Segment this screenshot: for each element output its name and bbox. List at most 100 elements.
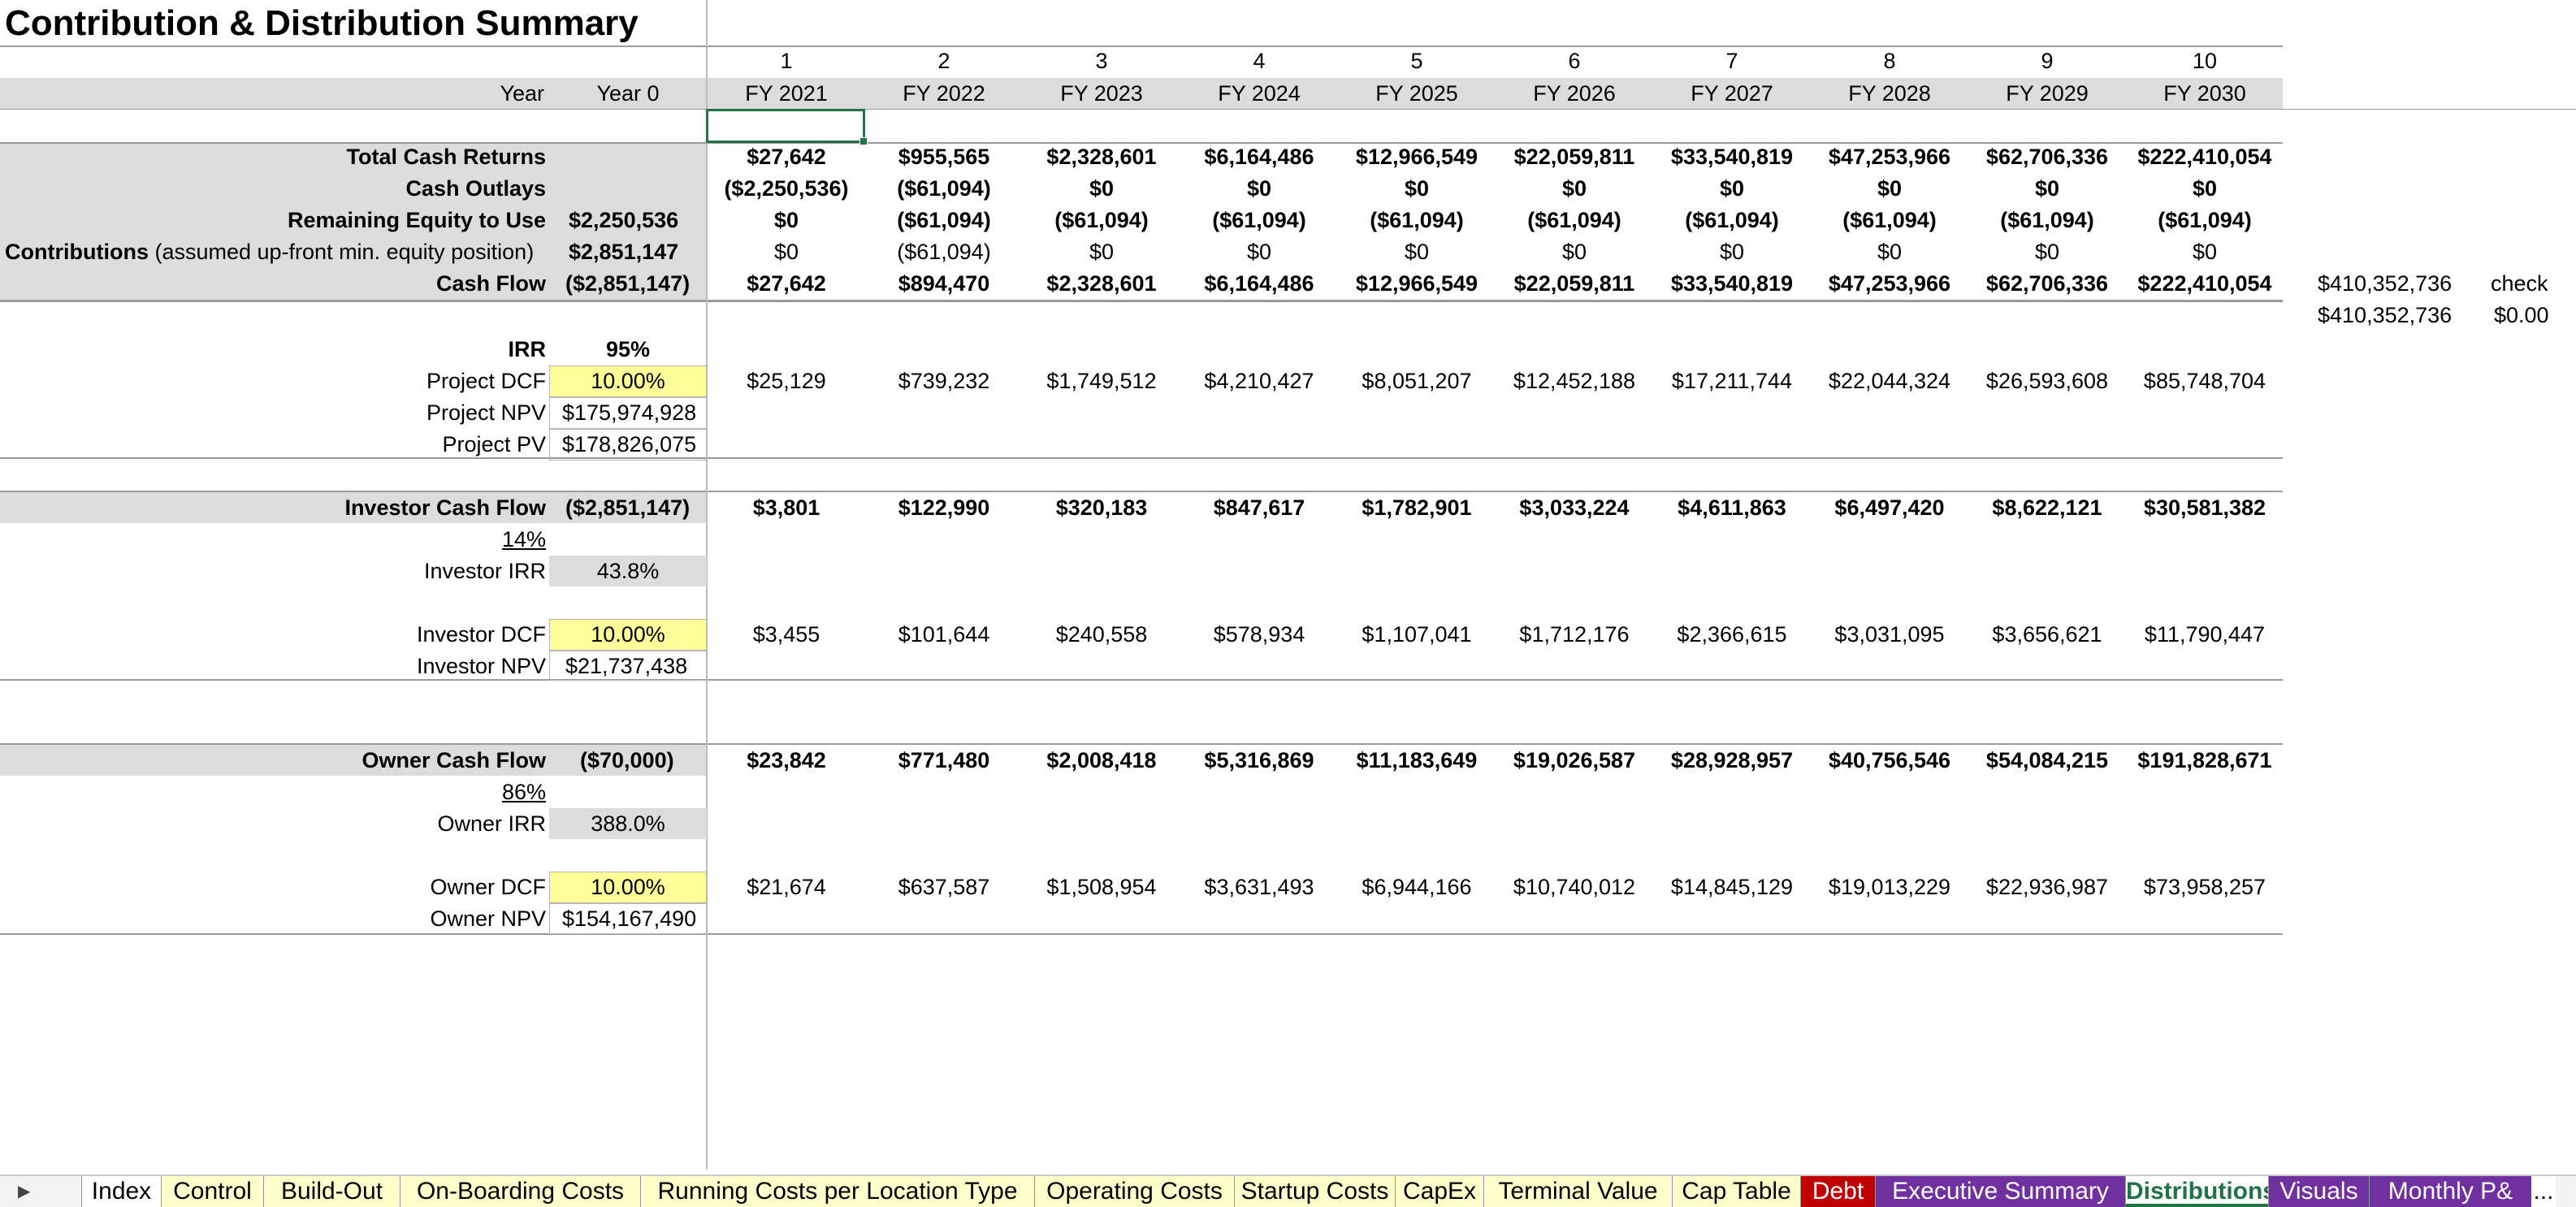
investor-cash-flow-cell[interactable]: $6,497,420 [1834,495,1945,520]
project-dcf-cell[interactable]: $4,210,427 [1204,369,1314,393]
cash-outlays-cell[interactable]: $0 [1719,176,1745,201]
project-dcf-cell[interactable]: $8,051,207 [1362,369,1472,393]
period-number[interactable]: 7 [1725,49,1738,73]
contributions-cell[interactable]: $0 [1877,240,1903,264]
investor-cash-flow-cell[interactable]: $320,183 [1055,495,1148,520]
period-number[interactable]: 5 [1410,49,1423,73]
contributions-cell[interactable]: $0 [1089,240,1115,264]
investor-dcf-cell[interactable]: $3,656,621 [1992,622,2102,647]
spreadsheet-grid[interactable]: Contribution & Distribution Summary Year… [0,0,2576,1170]
sheet-tab[interactable]: Build-Out [263,1176,400,1207]
investor-dcf-cell[interactable]: $1,712,176 [1519,622,1630,647]
sheet-tab[interactable]: Executive Summary [1875,1176,2125,1207]
contributions-year0[interactable]: $2,851,147 [569,240,679,264]
project-dcf-cell[interactable]: $739,232 [898,369,990,393]
investor-dcf-cell[interactable]: $101,644 [898,622,990,647]
contributions-cell[interactable]: $0 [1719,240,1745,264]
investor-cash-flow-cell[interactable]: $3,801 [752,495,820,520]
cash-flow-cell[interactable]: $222,410,054 [2137,271,2272,296]
owner-cash-flow-cell[interactable]: $28,928,957 [1670,748,1794,772]
investor-dcf-cell[interactable]: $240,558 [1055,622,1148,647]
fiscal-year[interactable]: FY 2021 [745,81,828,106]
project-dcf-cell[interactable]: $1,749,512 [1046,369,1157,393]
fiscal-year[interactable]: FY 2023 [1060,81,1143,106]
owner-npv-value[interactable]: $154,167,490 [562,906,697,931]
fiscal-year[interactable]: FY 2026 [1533,81,1616,106]
investor-cash-flow-cell[interactable]: $4,611,863 [1678,495,1786,520]
cash-outlays-cell[interactable]: $0 [1246,176,1272,201]
owner-cash-flow-cell[interactable]: $5,316,869 [1204,748,1314,772]
owner-dcf-cell[interactable]: $22,936,987 [1985,875,2109,899]
contributions-cell[interactable]: $0 [773,240,799,264]
fiscal-year[interactable]: FY 2030 [2163,81,2246,106]
total-cash-returns-cell[interactable]: $12,966,549 [1355,145,1478,169]
period-number[interactable]: 9 [2041,49,2054,73]
investor-irr-value[interactable]: 43.8% [596,559,660,583]
remaining-equity-cell[interactable]: ($61,094) [1370,208,1464,232]
investor-dcf-input[interactable] [549,619,707,651]
fiscal-year[interactable]: FY 2028 [1848,81,1931,106]
cash-flow-cell[interactable]: $27,642 [747,271,826,296]
investor-cash-flow-cell[interactable]: $122,990 [898,495,990,520]
cash-outlays-cell[interactable]: $0 [2034,176,2060,201]
owner-cash-flow-year0[interactable]: ($70,000) [580,748,674,772]
total-cash-returns-cell[interactable]: $47,253,966 [1828,145,1951,169]
project-dcf-cell[interactable]: $17,211,744 [1671,369,1793,393]
total-cash-returns-cell[interactable]: $2,328,601 [1046,145,1157,169]
remaining-equity-cell[interactable]: ($61,094) [1527,208,1621,232]
sheet-tab[interactable]: Startup Costs [1234,1176,1395,1207]
investor-cash-flow-cell[interactable]: $1,782,901 [1362,495,1472,520]
owner-cash-flow-cell[interactable]: $23,842 [747,748,826,772]
sheet-tab[interactable]: Control [161,1176,263,1207]
sheet-tab[interactable]: Debt [1800,1176,1875,1207]
investor-dcf-cell[interactable]: $11,790,447 [2144,622,2266,647]
owner-cash-flow-cell[interactable]: $19,026,587 [1513,748,1636,772]
contributions-cell[interactable]: $0 [2034,240,2060,264]
remaining-equity-cell[interactable]: ($61,094) [897,208,991,232]
investor-dcf-cell[interactable]: $3,455 [752,622,820,647]
owner-dcf-cell[interactable]: $73,958,257 [2143,875,2266,899]
investor-cash-flow-cell[interactable]: $847,617 [1213,495,1305,520]
check-difference[interactable]: $0.00 [2494,303,2549,327]
owner-cash-flow-cell[interactable]: $54,084,215 [1985,748,2109,772]
cash-flow-cell[interactable]: $33,540,819 [1670,271,1794,296]
owner-cash-flow-cell[interactable]: $2,008,418 [1046,748,1157,772]
contributions-cell[interactable]: ($61,094) [897,240,991,264]
cash-flow-cell[interactable]: $12,966,549 [1355,271,1478,296]
cash-outlays-cell[interactable]: $0 [1561,176,1587,201]
investor-dcf-cell[interactable]: $3,031,095 [1834,622,1945,647]
remaining-equity-year0[interactable]: $2,250,536 [569,208,679,232]
period-number[interactable]: 1 [780,49,793,73]
sheet-tab[interactable]: Visuals [2268,1176,2369,1207]
owner-dcf-cell[interactable]: $14,845,129 [1670,875,1794,899]
period-number[interactable]: 6 [1568,49,1581,73]
remaining-equity-cell[interactable]: ($61,094) [1054,208,1149,232]
fiscal-year[interactable]: FY 2024 [1218,81,1301,106]
owner-dcf-input[interactable] [549,872,707,903]
investor-cash-flow-cell[interactable]: $8,622,121 [1992,495,2102,520]
remaining-equity-cell[interactable]: ($61,094) [1842,208,1937,232]
project-dcf-cell[interactable]: $85,748,704 [2143,369,2266,393]
investor-dcf-cell[interactable]: $1,107,041 [1362,622,1472,647]
investor-dcf-rate[interactable]: 10.00% [591,622,665,647]
investor-cash-flow-year0[interactable]: ($2,851,147) [565,495,691,520]
sheet-tab[interactable]: On-Boarding Costs [400,1176,640,1207]
sheet-tab[interactable]: Terminal Value [1483,1176,1672,1207]
total-cash-returns-cell[interactable]: $27,642 [747,145,826,169]
owner-dcf-cell[interactable]: $637,587 [898,875,990,899]
owner-cash-flow-cell[interactable]: $191,828,671 [2137,748,2272,772]
total-cash-returns-cell[interactable]: $6,164,486 [1204,145,1314,169]
period-number[interactable]: 3 [1095,49,1108,73]
total-cash-returns-cell[interactable]: $33,540,819 [1670,145,1794,169]
project-dcf-rate[interactable]: 10.00% [591,369,665,393]
sheet-tab[interactable]: Distributions [2125,1176,2268,1207]
cash-outlays-cell[interactable]: $0 [1404,176,1430,201]
project-dcf-cell[interactable]: $26,593,608 [1985,369,2109,393]
period-number[interactable]: 8 [1883,49,1896,73]
remaining-equity-cell[interactable]: ($61,094) [1685,208,1779,232]
check-total-1[interactable]: $410,352,736 [2318,271,2453,296]
investor-dcf-cell[interactable]: $578,934 [1213,622,1305,647]
investor-cash-flow-cell[interactable]: $3,033,224 [1519,495,1630,520]
investor-share[interactable]: 14% [501,527,546,552]
fiscal-year[interactable]: FY 2022 [903,81,985,106]
